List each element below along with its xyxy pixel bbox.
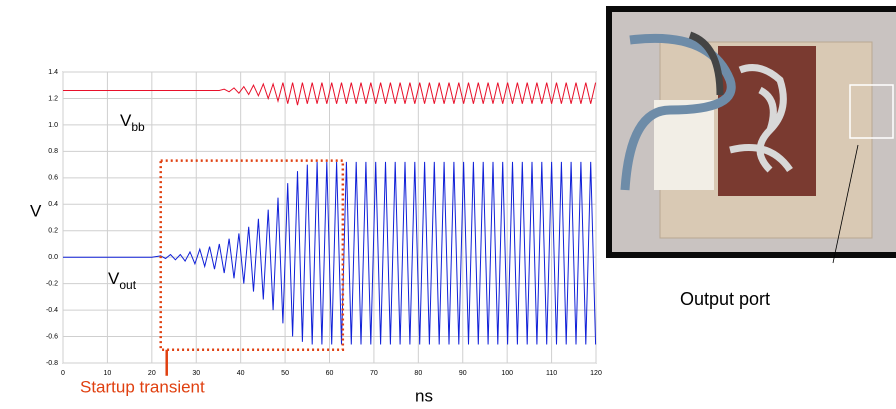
series-label-main: V — [120, 111, 132, 130]
y-tick-label: 1.2 — [48, 95, 58, 102]
y-tick-label: -0.2 — [46, 280, 58, 287]
series-label: Vbb — [120, 111, 145, 134]
y-axis-label: V — [30, 201, 42, 220]
y-tick-label: -0.4 — [46, 307, 58, 314]
x-tick-label: 110 — [546, 370, 557, 377]
x-tick-label: 90 — [459, 370, 467, 377]
solder — [729, 64, 793, 173]
x-tick-label: 50 — [281, 370, 289, 377]
series-label: Vout — [108, 269, 137, 292]
x-tick-label: 120 — [590, 370, 602, 377]
y-tick-label: -0.6 — [46, 333, 58, 340]
x-tick-label: 100 — [501, 370, 513, 377]
series-label-sub: bb — [131, 120, 145, 134]
series-line — [63, 82, 597, 106]
y-tick-label: 0.2 — [48, 228, 58, 235]
photo-caption: Output port — [680, 289, 770, 309]
x-tick-label: 70 — [370, 370, 378, 377]
y-tick-label: 0.4 — [48, 201, 58, 208]
series-label-main: V — [108, 269, 120, 288]
x-tick-label: 20 — [148, 370, 156, 377]
annotation-box — [159, 159, 345, 352]
annotation-text: Startup transient — [80, 377, 205, 396]
y-tick-label: -0.8 — [46, 360, 58, 367]
y-tick-label: 1.0 — [48, 122, 58, 129]
x-axis-label: ns — [415, 386, 433, 405]
cable — [620, 33, 736, 191]
cable — [688, 31, 724, 96]
x-tick-label: 10 — [104, 370, 112, 377]
y-tick-label: 1.4 — [48, 69, 58, 76]
y-tick-label: 0.8 — [48, 148, 58, 155]
x-tick-label: 30 — [192, 370, 200, 377]
x-tick-label: 60 — [326, 370, 334, 377]
output-port-box — [849, 84, 894, 139]
x-tick-label: 80 — [414, 370, 422, 377]
x-tick-label: 40 — [237, 370, 245, 377]
x-tick-label: 0 — [61, 370, 65, 377]
y-tick-label: 0.0 — [48, 254, 58, 261]
photo — [606, 6, 896, 258]
series-line — [63, 161, 597, 345]
callout-line — [832, 144, 859, 264]
y-tick-label: 0.6 — [48, 175, 58, 182]
series-label-sub: out — [119, 278, 136, 292]
